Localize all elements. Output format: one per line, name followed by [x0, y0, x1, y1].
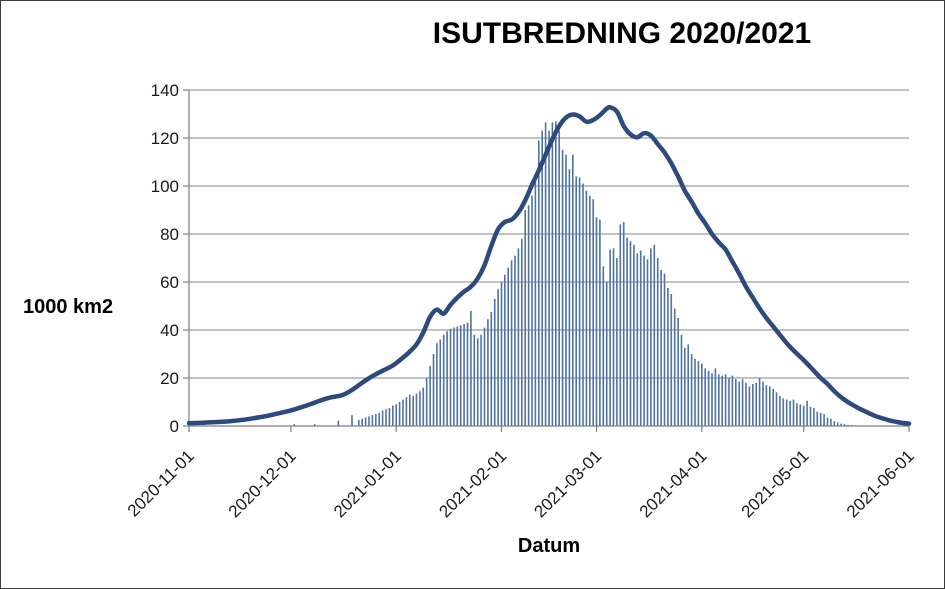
extent-line: [186, 104, 912, 426]
y-tick-label: 0: [170, 417, 179, 436]
y-tick-label: 20: [160, 369, 179, 388]
y-tick-label: 60: [160, 273, 179, 292]
x-tick-label: 2021-01-01: [330, 446, 405, 521]
chart-title: ISUTBREDNING 2020/2021: [432, 17, 812, 50]
x-tick-label: 2021-06-01: [843, 446, 918, 521]
y-tick-label: 120: [151, 129, 179, 148]
y-axis-title: 1000 km2: [23, 296, 114, 318]
x-tick-label: 2020-11-01: [124, 446, 198, 520]
y-tick-label: 140: [151, 81, 179, 100]
y-tick-label: 80: [160, 225, 179, 244]
x-tick-label: 2020-12-01: [225, 446, 300, 521]
x-tick-label: 2021-04-01: [636, 446, 711, 521]
x-tick-label: 2021-03-01: [530, 446, 605, 521]
x-tick-label: 2021-05-01: [738, 446, 813, 521]
y-tick-label: 40: [160, 321, 179, 340]
x-axis-title: Datum: [517, 535, 581, 557]
x-tick-label: 2021-02-01: [435, 446, 510, 521]
y-tick-label: 100: [151, 177, 179, 196]
